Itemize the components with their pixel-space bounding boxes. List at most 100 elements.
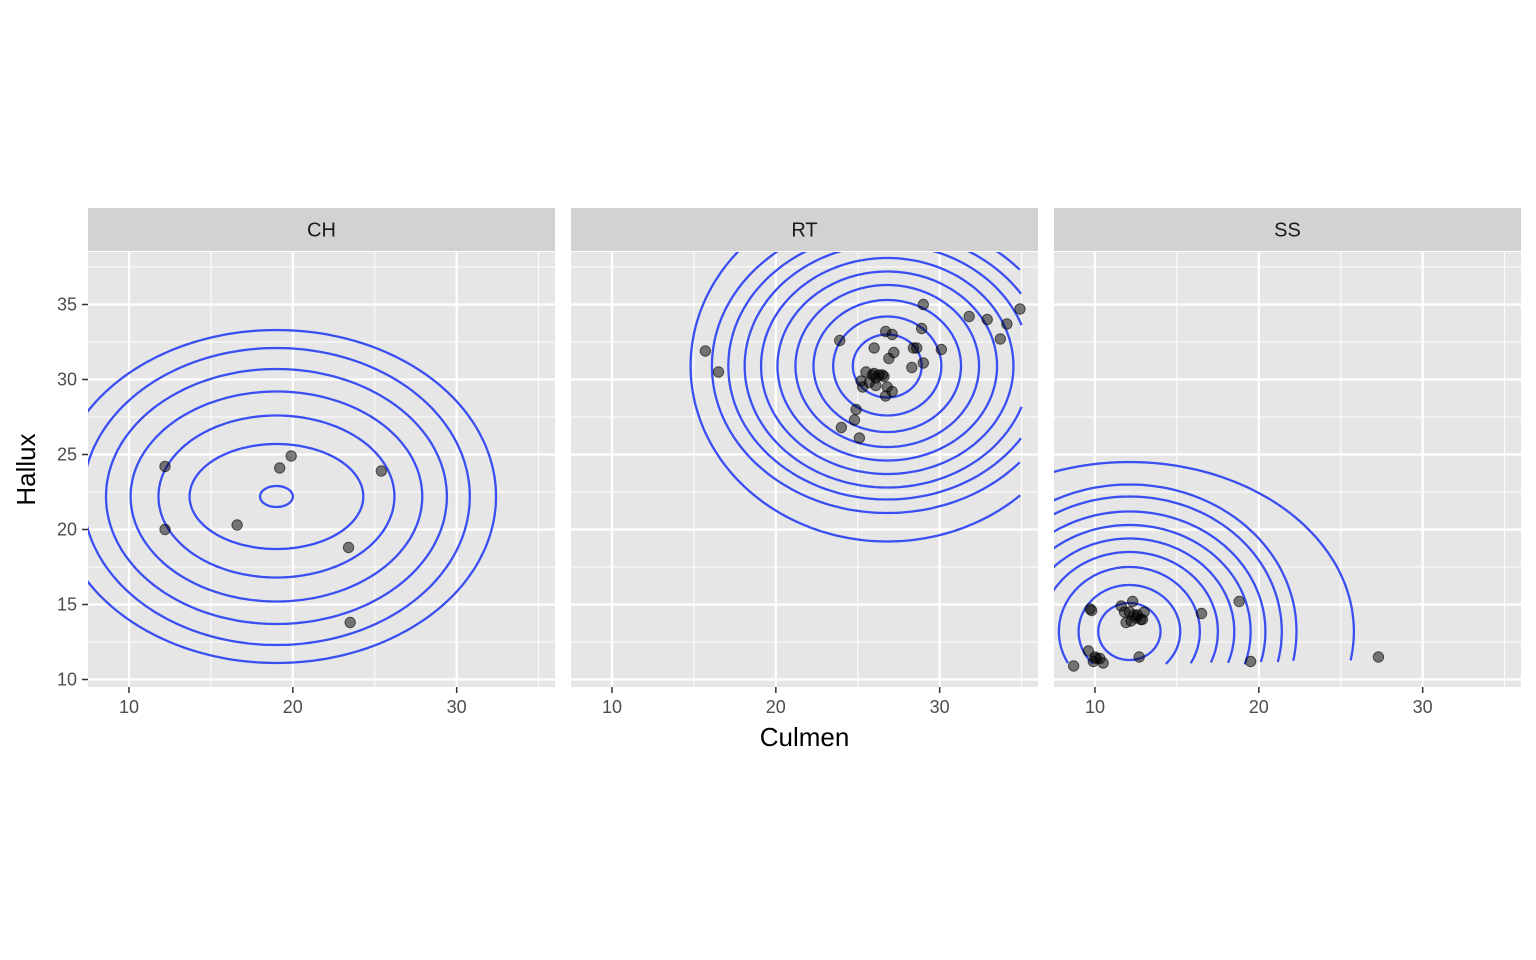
x-tick-label: 10 xyxy=(119,697,139,717)
data-point xyxy=(1067,660,1080,672)
data-point xyxy=(963,310,975,323)
density-contour xyxy=(1054,523,1252,665)
density-contour xyxy=(832,315,943,417)
y-tick-label: 35 xyxy=(57,295,77,315)
data-point xyxy=(1126,595,1139,608)
data-point xyxy=(917,298,929,311)
density-contour xyxy=(1054,460,1356,661)
density-contour xyxy=(710,252,1021,515)
density-contour xyxy=(727,252,1022,501)
data-point xyxy=(344,616,356,629)
facet-strip-label: SS xyxy=(1274,220,1301,242)
data-point xyxy=(1097,657,1109,669)
data-point xyxy=(911,342,923,354)
data-point xyxy=(159,523,171,536)
contour-group xyxy=(689,252,1023,543)
data-point xyxy=(1133,651,1145,663)
density-contour xyxy=(157,414,396,579)
density-contour xyxy=(88,328,498,665)
data-point xyxy=(1138,606,1150,618)
y-tick-label: 15 xyxy=(57,595,77,615)
data-point xyxy=(994,333,1007,345)
data-point xyxy=(274,462,286,474)
density-contour xyxy=(743,252,1023,489)
panel-background xyxy=(88,252,555,687)
density-contour xyxy=(1054,510,1267,663)
data-point xyxy=(375,465,388,477)
data-point xyxy=(879,325,892,338)
data-point xyxy=(285,450,297,462)
data-point xyxy=(981,313,993,326)
points-group xyxy=(1067,595,1385,672)
density-contour xyxy=(759,256,1015,476)
data-point xyxy=(1233,595,1245,608)
y-tick-label: 25 xyxy=(57,445,77,465)
x-tick-label: 20 xyxy=(1249,697,1269,717)
panels-layer: CH 10 20 30 10 15 20 25 30 35 RT 10 20 30 SS 10 20 30 xyxy=(57,208,1521,717)
density-contour xyxy=(104,367,449,626)
x-axis-title: Culmen xyxy=(760,722,850,752)
density-contour xyxy=(129,390,424,603)
facet-strip xyxy=(1054,208,1521,251)
data-point xyxy=(888,346,900,359)
density-contour xyxy=(794,283,981,449)
data-point xyxy=(868,342,880,354)
density-contour xyxy=(851,333,923,399)
data-point xyxy=(935,343,948,356)
facet-panel-ch: CH 10 20 30 10 15 20 25 30 35 xyxy=(57,208,555,717)
x-tick-label: 20 xyxy=(766,697,786,717)
points-group xyxy=(159,450,388,629)
data-point xyxy=(834,334,846,347)
density-contour xyxy=(776,270,999,462)
data-point xyxy=(1372,651,1385,663)
facet-panel-rt: RT 10 20 30 xyxy=(571,208,1038,717)
density-contour xyxy=(1077,583,1182,665)
data-point xyxy=(906,361,918,374)
y-tick-label: 20 xyxy=(57,520,77,540)
points-group xyxy=(699,298,1026,444)
data-point xyxy=(1014,303,1026,315)
y-axis-title: Hallux xyxy=(11,433,41,505)
density-contour xyxy=(188,442,365,551)
data-point xyxy=(712,366,725,378)
x-tick-label: 30 xyxy=(447,697,467,717)
density-contour xyxy=(1054,537,1236,664)
data-point xyxy=(699,345,712,357)
density-contour xyxy=(689,252,1021,543)
data-point xyxy=(1244,655,1257,668)
data-point xyxy=(917,357,929,369)
data-point xyxy=(342,541,355,554)
data-point xyxy=(870,379,882,392)
data-point xyxy=(231,519,243,531)
density-contour xyxy=(1057,565,1201,664)
x-tick-label: 10 xyxy=(1085,697,1105,717)
facet-strip xyxy=(571,208,1038,251)
density-contour xyxy=(1054,483,1298,661)
facet-strip-label: RT xyxy=(791,220,817,242)
data-point xyxy=(1195,607,1208,620)
data-point xyxy=(886,385,898,398)
data-point xyxy=(850,403,862,416)
data-point xyxy=(848,414,861,426)
data-point xyxy=(853,432,866,444)
facet-panel-ss: SS 10 20 30 xyxy=(1054,208,1521,717)
facet-strip-label: CH xyxy=(307,220,336,242)
contour-group xyxy=(1054,460,1356,665)
facet-strip xyxy=(88,208,555,251)
y-tick-label: 30 xyxy=(57,370,77,390)
data-point xyxy=(159,460,171,473)
data-point xyxy=(915,322,928,335)
y-tick-label: 10 xyxy=(57,670,77,690)
x-tick-label: 20 xyxy=(283,697,303,717)
density-contour xyxy=(1054,495,1283,663)
x-tick-label: 10 xyxy=(602,697,622,717)
x-tick-label: 30 xyxy=(930,697,950,717)
contour-group xyxy=(88,328,498,665)
data-point xyxy=(1085,604,1098,617)
x-tick-label: 30 xyxy=(1413,697,1433,717)
data-point xyxy=(878,370,890,383)
data-point xyxy=(835,421,848,434)
density-contour xyxy=(88,346,471,647)
density-contour xyxy=(258,484,294,509)
